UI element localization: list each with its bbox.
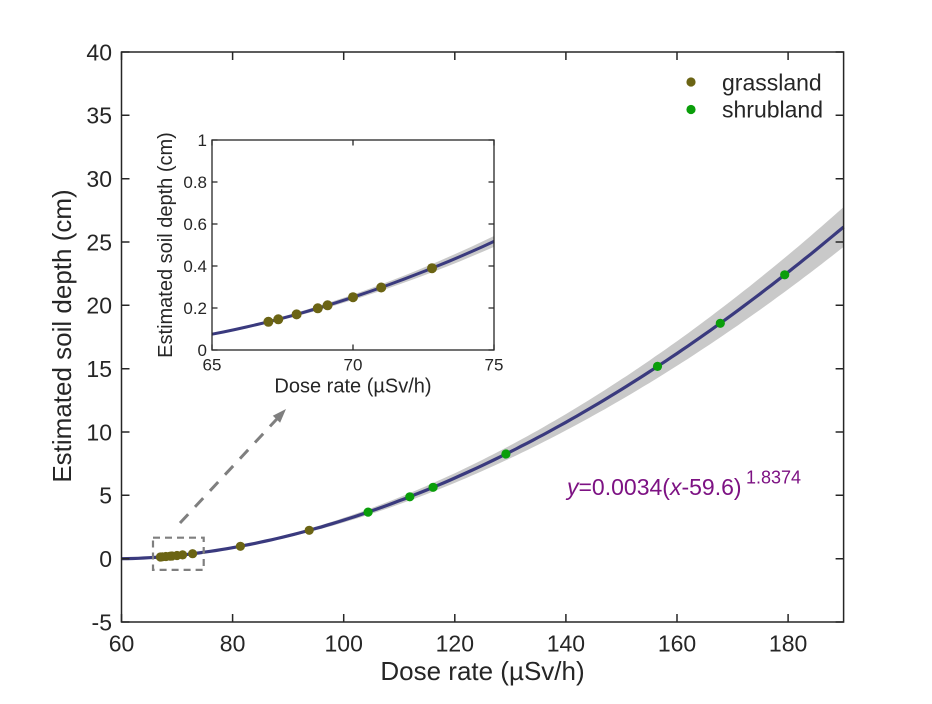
svg-text:140: 140 — [547, 631, 585, 657]
svg-text:5: 5 — [99, 483, 112, 509]
svg-text:100: 100 — [325, 631, 363, 657]
svg-text:180: 180 — [769, 631, 807, 657]
svg-text:y=0.0034(x-59.6): y=0.0034(x-59.6) — [565, 474, 742, 500]
svg-text:0: 0 — [99, 546, 112, 572]
svg-text:Estimated soil depth (cm): Estimated soil depth (cm) — [155, 132, 177, 358]
svg-text:shrubland: shrubland — [722, 97, 823, 123]
svg-text:65: 65 — [203, 356, 222, 375]
svg-text:60: 60 — [109, 631, 135, 657]
svg-text:40: 40 — [86, 39, 112, 65]
svg-text:0: 0 — [198, 341, 207, 360]
svg-text:75: 75 — [485, 356, 504, 375]
svg-text:Dose rate (µSv/h): Dose rate (µSv/h) — [274, 376, 431, 398]
svg-text:20: 20 — [86, 293, 112, 319]
svg-text:30: 30 — [86, 166, 112, 192]
svg-text:Dose rate (µSv/h): Dose rate (µSv/h) — [380, 656, 584, 686]
svg-text:35: 35 — [86, 103, 112, 129]
svg-text:160: 160 — [658, 631, 696, 657]
svg-text:10: 10 — [86, 419, 112, 445]
svg-text:-5: -5 — [92, 609, 112, 635]
svg-text:70: 70 — [344, 356, 363, 375]
svg-text:0.6: 0.6 — [183, 215, 207, 234]
svg-text:grassland: grassland — [722, 69, 822, 95]
svg-text:0.2: 0.2 — [183, 299, 207, 318]
svg-text:15: 15 — [86, 356, 112, 382]
svg-text:1: 1 — [198, 131, 207, 150]
svg-text:120: 120 — [436, 631, 474, 657]
svg-text:0.8: 0.8 — [183, 173, 207, 192]
svg-text:25: 25 — [86, 229, 112, 255]
svg-text:80: 80 — [220, 631, 246, 657]
svg-text:Estimated soil depth (cm): Estimated soil depth (cm) — [47, 189, 77, 482]
svg-text:0.4: 0.4 — [183, 257, 207, 276]
svg-text:1.8374: 1.8374 — [746, 468, 801, 488]
